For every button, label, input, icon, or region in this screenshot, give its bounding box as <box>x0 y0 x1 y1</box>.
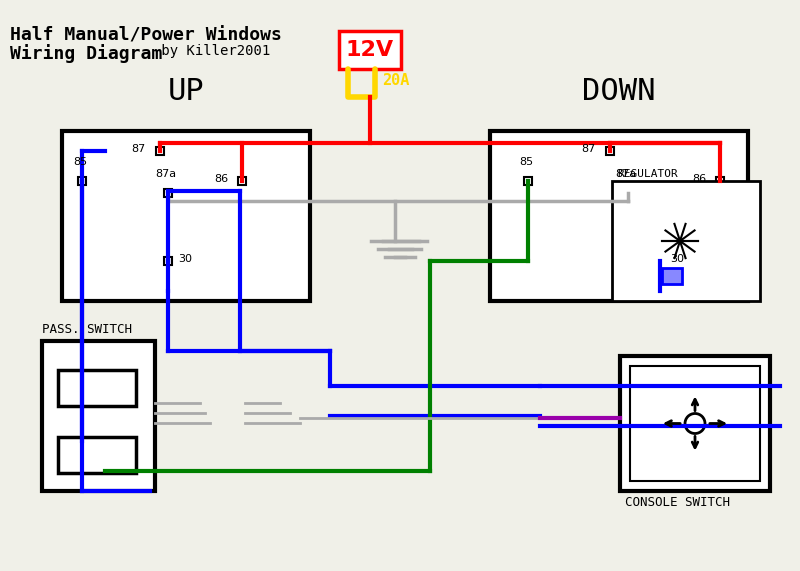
Bar <box>662 268 682 284</box>
Bar <box>58 370 136 406</box>
Bar <box>620 356 770 491</box>
Bar <box>62 131 310 301</box>
Bar <box>156 147 164 155</box>
Text: REGULATOR: REGULATOR <box>617 169 678 179</box>
Text: by Killer2001: by Killer2001 <box>153 44 270 58</box>
Bar <box>630 366 760 481</box>
Text: 12V: 12V <box>346 40 394 60</box>
Text: 85: 85 <box>73 157 87 167</box>
Bar <box>164 257 172 265</box>
Bar <box>524 177 532 185</box>
Bar <box>606 147 614 155</box>
Text: 87: 87 <box>132 144 146 154</box>
Bar <box>339 31 401 69</box>
Text: 20A: 20A <box>382 73 410 88</box>
Bar <box>716 177 724 185</box>
Text: Wiring Diagram: Wiring Diagram <box>10 44 162 63</box>
Text: 87a: 87a <box>615 169 637 179</box>
Bar <box>164 189 172 197</box>
Bar <box>656 257 664 265</box>
Bar <box>490 131 748 301</box>
Text: 85: 85 <box>519 157 533 167</box>
Text: Half Manual/Power Windows: Half Manual/Power Windows <box>10 26 282 44</box>
Bar <box>42 341 155 491</box>
Text: UP: UP <box>168 77 204 106</box>
Bar <box>238 177 246 185</box>
Text: 87a: 87a <box>155 169 177 179</box>
Text: DOWN: DOWN <box>582 77 656 106</box>
Text: 86: 86 <box>692 174 706 184</box>
Bar <box>58 437 136 473</box>
Bar <box>624 189 632 197</box>
Text: 86: 86 <box>214 174 228 184</box>
Text: CONSOLE SWITCH: CONSOLE SWITCH <box>625 496 730 509</box>
Bar <box>78 177 86 185</box>
Text: 87: 87 <box>582 144 596 154</box>
Text: 30: 30 <box>178 254 192 264</box>
Text: PASS. SWITCH: PASS. SWITCH <box>42 323 132 336</box>
Text: 30: 30 <box>670 254 684 264</box>
Bar <box>612 181 760 301</box>
